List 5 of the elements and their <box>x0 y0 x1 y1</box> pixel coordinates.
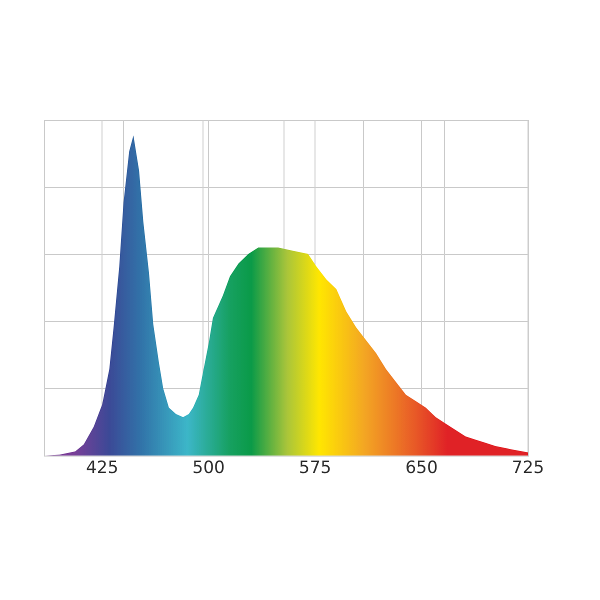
x-tick-label: 575 <box>298 458 332 478</box>
x-tick-label: 500 <box>192 458 225 478</box>
x-tick-label: 425 <box>86 458 118 478</box>
x-tick-label: 650 <box>405 458 438 478</box>
x-tick-label: 725 <box>512 458 544 478</box>
